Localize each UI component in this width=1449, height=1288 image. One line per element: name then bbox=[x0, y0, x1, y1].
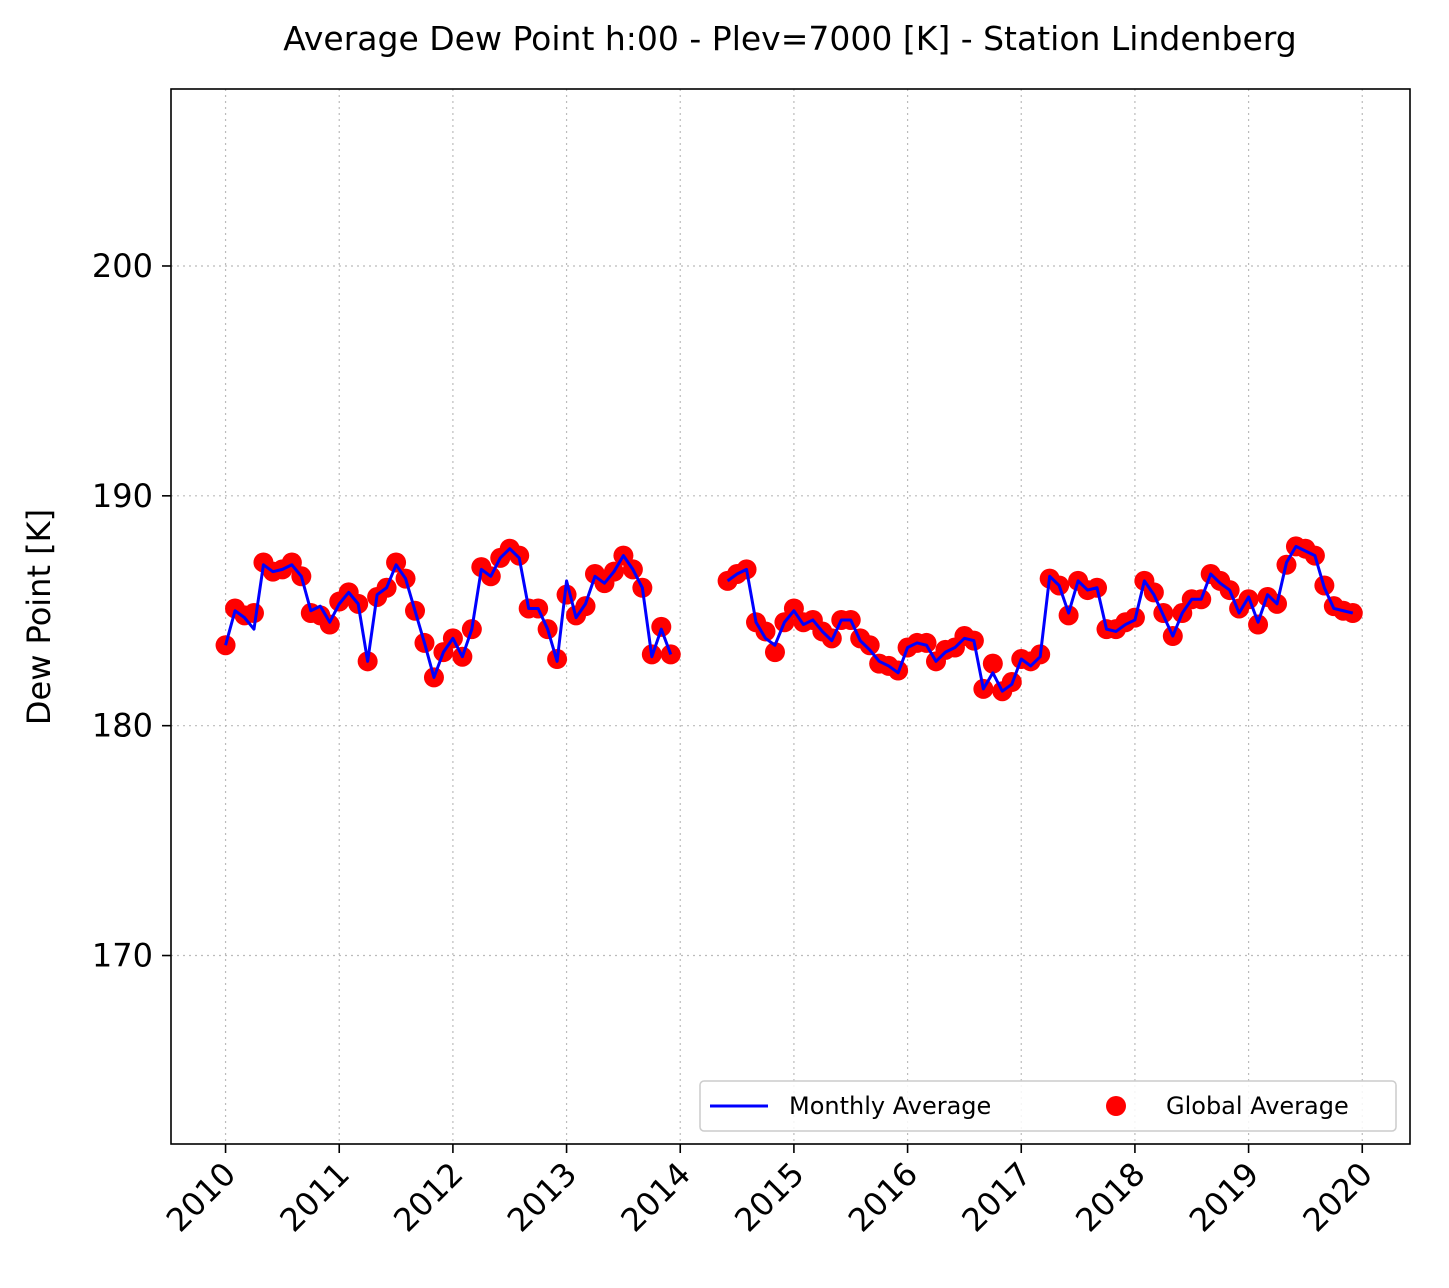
global-average-point bbox=[764, 642, 785, 663]
legend: Monthly Average Global Average bbox=[699, 1080, 1397, 1132]
global-average-point bbox=[982, 653, 1003, 674]
y-axis-label: Dew Point [K] bbox=[20, 509, 58, 725]
y-axis: 170 180 190 200 bbox=[92, 247, 171, 975]
global-average-point bbox=[243, 603, 264, 624]
monthly-average-line bbox=[726, 544, 1354, 693]
x-axis: 2010 2011 2012 2013 2014 2015 2016 2017 2018 2019… bbox=[159, 1144, 1380, 1239]
global-average-point bbox=[755, 621, 776, 642]
x-tick-label: 2013 bbox=[500, 1155, 584, 1239]
chart-title: Average Dew Point h:00 - Plev=7000 [K] -… bbox=[283, 19, 1296, 58]
global-average-point bbox=[509, 545, 530, 566]
y-tick-label: 180 bbox=[92, 707, 153, 745]
y-tick-label: 170 bbox=[92, 937, 153, 975]
global-average-point bbox=[1058, 605, 1079, 626]
global-average-point bbox=[319, 614, 340, 635]
legend-box bbox=[699, 1080, 1397, 1132]
x-tick-label: 2014 bbox=[613, 1155, 697, 1239]
x-tick-label: 2012 bbox=[386, 1155, 470, 1239]
grid-lines bbox=[171, 89, 1410, 1144]
x-tick-label: 2020 bbox=[1295, 1155, 1379, 1239]
global-average-point bbox=[859, 635, 880, 656]
x-tick-label: 2019 bbox=[1182, 1155, 1266, 1239]
x-tick-label: 2015 bbox=[727, 1155, 811, 1239]
global-average-point bbox=[916, 632, 937, 653]
x-tick-label: 2018 bbox=[1068, 1155, 1152, 1239]
legend-label-monthly: Monthly Average bbox=[789, 1092, 991, 1120]
monthly-average-series bbox=[224, 544, 1354, 693]
legend-dot-swatch bbox=[1106, 1096, 1126, 1116]
global-average-point bbox=[386, 552, 407, 573]
legend-label-global: Global Average bbox=[1166, 1092, 1349, 1120]
y-tick-label: 190 bbox=[92, 477, 153, 515]
x-tick-label: 2017 bbox=[954, 1155, 1038, 1239]
monthly-average-line bbox=[224, 547, 673, 679]
x-tick-label: 2016 bbox=[841, 1155, 925, 1239]
x-tick-label: 2011 bbox=[272, 1155, 356, 1239]
y-tick-label: 200 bbox=[92, 247, 153, 285]
x-tick-label: 2010 bbox=[159, 1155, 243, 1239]
plot-frame bbox=[170, 88, 1411, 1145]
global-average-point bbox=[1248, 614, 1269, 635]
global-average-point bbox=[651, 616, 672, 637]
